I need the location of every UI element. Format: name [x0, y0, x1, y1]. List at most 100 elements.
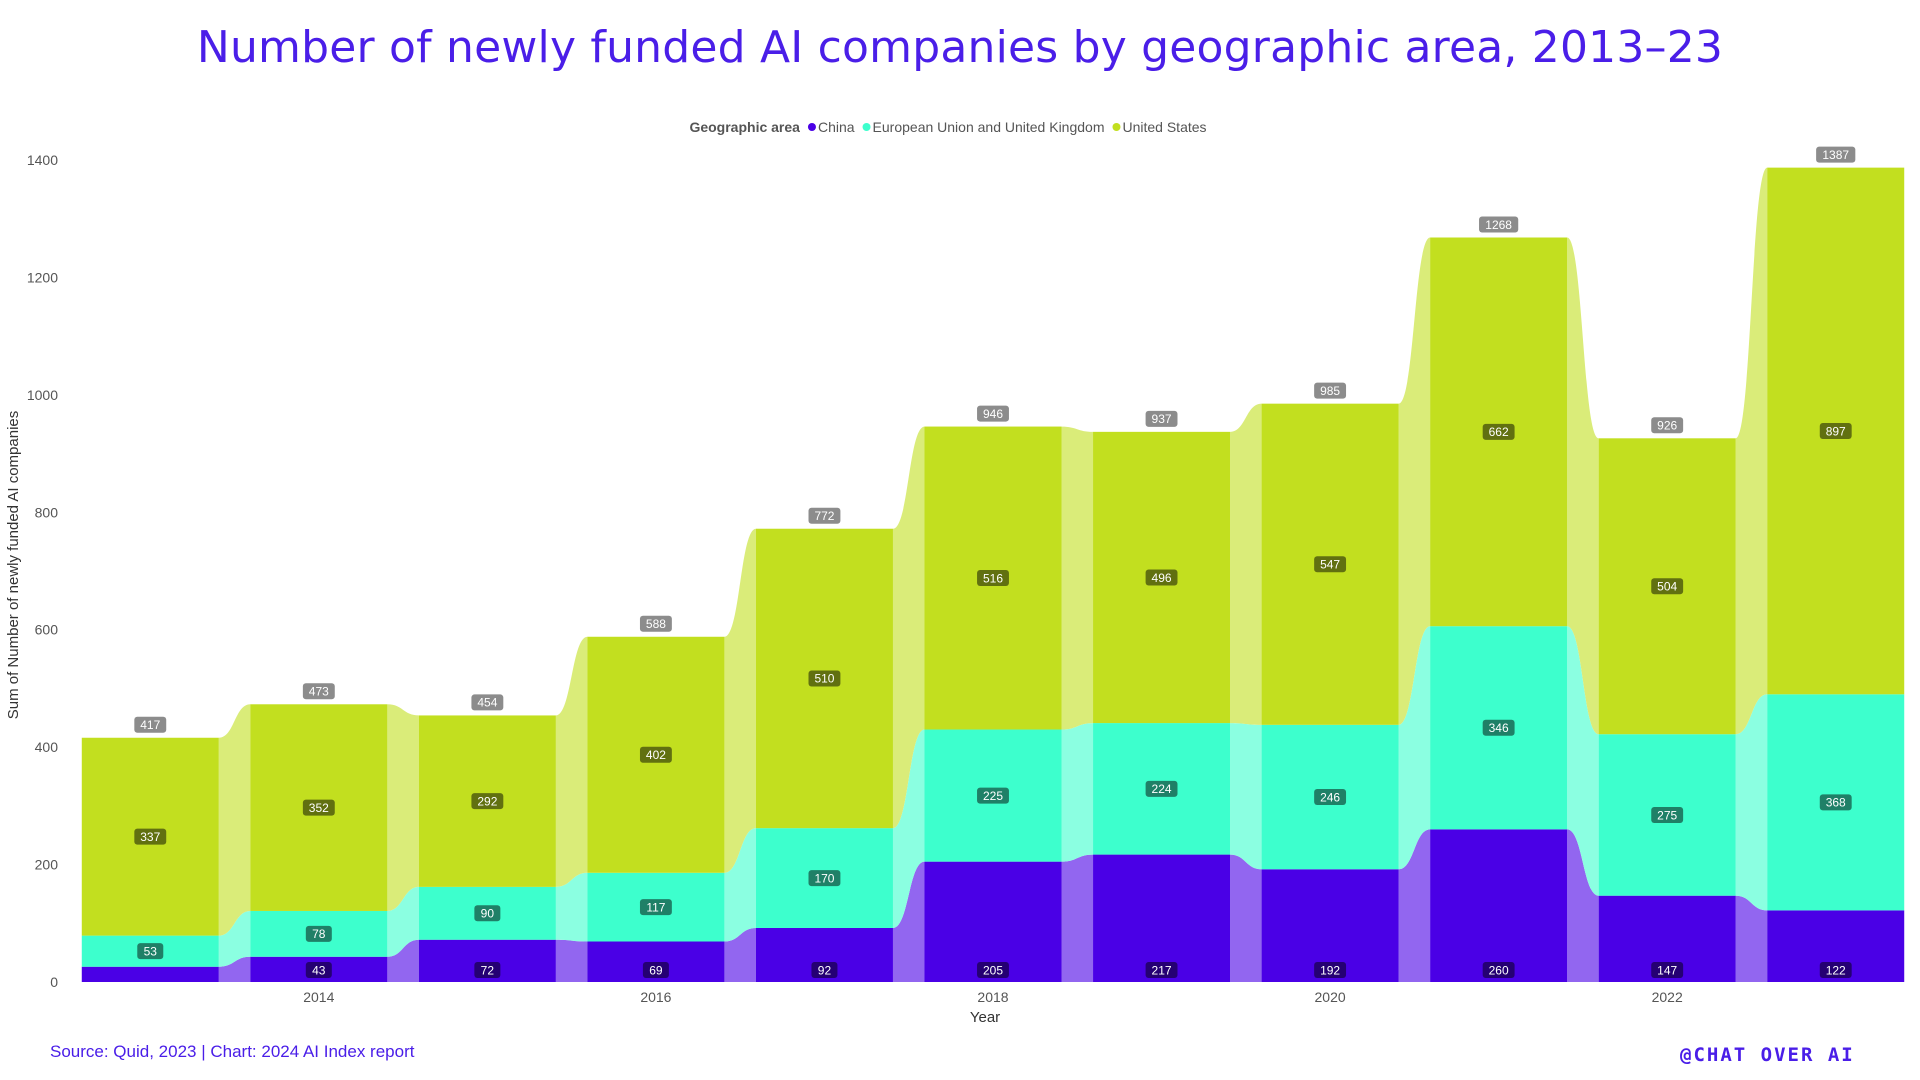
label-european-union-and-united-kingdom-2022-bg	[1651, 806, 1684, 823]
label-total-2023-text: 1387	[1822, 148, 1849, 162]
axes-layer: 0 200 400 600 800 1000 1200 1400 2014 2016 2018 202…	[5, 152, 1683, 1026]
label-european-union-and-united-kingdom-2013-text: 53	[144, 944, 158, 958]
label-china-2018-text: 205	[983, 963, 1003, 977]
label-united-states-2014: 352	[302, 799, 335, 816]
label-total-2021-text: 1268	[1485, 218, 1512, 232]
label-european-union-and-united-kingdom-2013-bg	[137, 943, 164, 960]
legend-marker-united-states	[1112, 123, 1121, 131]
label-united-states-2019-text: 496	[1152, 571, 1172, 585]
label-united-states-2016: 402	[639, 746, 672, 763]
label-european-union-and-united-kingdom-2017: 170	[808, 870, 841, 887]
chart-title: Number of newly funded AI companies by g…	[196, 22, 1724, 73]
label-china-2016: 69	[642, 962, 669, 978]
label-total-2017-bg	[808, 507, 841, 524]
ribbon-european-union-and-united-kingdom-2019	[1230, 723, 1262, 870]
label-china-2014: 43	[305, 962, 332, 978]
bar-china-2013[interactable]	[81, 966, 219, 982]
label-total-2022-bg	[1651, 417, 1684, 434]
label-china-2020: 192	[1314, 962, 1347, 978]
x-tick-2016: 2016	[640, 989, 671, 1005]
label-total-2015-bg	[471, 694, 504, 711]
bar-china-2019[interactable]	[1093, 854, 1231, 982]
label-china-2022-bg	[1651, 962, 1684, 978]
label-china-2020-text: 192	[1320, 963, 1340, 977]
label-total-2016: 588	[639, 615, 672, 632]
label-total-2014: 473	[302, 683, 335, 700]
label-european-union-and-united-kingdom-2021-text: 346	[1489, 721, 1509, 735]
brand-logo: @CHAT OVER AI	[1680, 1044, 1855, 1066]
label-united-states-2017-bg	[808, 670, 841, 687]
ribbon-united-states-2018	[1061, 426, 1094, 730]
legend-marker-european-union-and-united-kingdom	[862, 123, 871, 131]
label-european-union-and-united-kingdom-2018: 225	[977, 787, 1009, 804]
legend-item-european-union-and-united-kingdom[interactable]: European Union and United Kingdom	[862, 119, 1105, 135]
label-united-states-2018-text: 516	[983, 571, 1003, 585]
label-total-2020-bg	[1314, 382, 1347, 399]
label-united-states-2015-text: 292	[477, 794, 497, 808]
label-united-states-2022-text: 504	[1657, 580, 1677, 594]
label-european-union-and-united-kingdom-2013: 53	[137, 943, 164, 960]
ribbon-united-states-2020	[1398, 237, 1431, 725]
label-united-states-2020-bg	[1314, 556, 1347, 573]
ribbon-china-2020	[1398, 829, 1431, 982]
label-china-2022-text: 147	[1657, 963, 1677, 977]
label-total-2021-bg	[1479, 216, 1519, 233]
label-china-2020-bg	[1314, 962, 1347, 978]
ribbon-european-union-and-united-kingdom-2015	[555, 872, 588, 942]
label-total-2014-bg	[302, 683, 335, 700]
label-european-union-and-united-kingdom-2015: 90	[474, 905, 501, 922]
label-total-2013: 417	[134, 716, 167, 733]
label-united-states-2013-bg	[134, 828, 167, 845]
label-european-union-and-united-kingdom-2023: 368	[1819, 794, 1852, 811]
label-united-states-2013: 337	[134, 828, 167, 845]
label-china-2015: 72	[474, 962, 501, 978]
label-united-states-2021-bg	[1482, 423, 1515, 440]
label-united-states-2019: 496	[1145, 569, 1178, 586]
label-total-2015-text: 454	[477, 696, 497, 710]
label-european-union-and-united-kingdom-2020-text: 246	[1320, 790, 1340, 804]
label-united-states-2020-text: 547	[1320, 558, 1340, 572]
label-united-states-2014-bg	[302, 799, 335, 816]
x-tick-2020: 2020	[1315, 989, 1346, 1005]
label-united-states-2022-bg	[1651, 578, 1684, 595]
label-china-2016-bg	[642, 962, 669, 978]
label-united-states-2019-bg	[1145, 569, 1178, 586]
label-total-2018: 946	[977, 405, 1009, 422]
label-european-union-and-united-kingdom-2019-text: 224	[1152, 782, 1172, 796]
legend-item-china[interactable]: China	[807, 119, 855, 135]
legend-layer: Geographic area China European Union and U…	[689, 119, 1206, 135]
label-united-states-2023-text: 897	[1826, 424, 1846, 438]
ribbon-united-states-2022	[1735, 167, 1768, 735]
label-european-union-and-united-kingdom-2017-bg	[808, 870, 841, 887]
label-european-union-and-united-kingdom-2014: 78	[305, 925, 332, 942]
label-european-union-and-united-kingdom-2022: 275	[1651, 806, 1684, 823]
y-tick-1400: 1400	[27, 152, 58, 168]
y-axis-label: Sum of Number of newly funded AI compani…	[5, 411, 22, 720]
ribbon-european-union-and-united-kingdom-2022	[1735, 694, 1768, 911]
label-united-states-2020: 547	[1314, 556, 1347, 573]
ribbon-european-union-and-united-kingdom-2021	[1567, 626, 1599, 896]
label-united-states-2018: 516	[977, 570, 1009, 587]
label-total-2016-bg	[639, 615, 672, 632]
label-china-2015-text: 72	[481, 963, 495, 977]
label-united-states-2017: 510	[808, 670, 841, 687]
y-tick-400: 400	[35, 739, 59, 755]
label-european-union-and-united-kingdom-2016-text: 117	[646, 900, 665, 914]
label-european-union-and-united-kingdom-2022-text: 275	[1657, 808, 1677, 822]
bar-china-2018[interactable]	[924, 861, 1062, 982]
label-european-union-and-united-kingdom-2020-bg	[1314, 789, 1347, 806]
ribbon-china-2022	[1735, 895, 1768, 982]
label-total-2022-text: 926	[1657, 419, 1677, 433]
ribbon-united-states-2019	[1230, 403, 1262, 725]
label-total-2013-text: 417	[140, 718, 160, 732]
y-tick-0: 0	[50, 974, 58, 990]
legend-item-united-states[interactable]: United States	[1112, 119, 1207, 135]
label-united-states-2023: 897	[1819, 422, 1852, 439]
label-total-2017: 772	[808, 507, 841, 524]
label-china-2019-bg	[1145, 962, 1178, 978]
bar-china-2021[interactable]	[1430, 829, 1568, 982]
label-china-2023: 122	[1819, 962, 1852, 978]
ribbon-china-2013	[218, 956, 251, 982]
label-european-union-and-united-kingdom-2018-bg	[977, 787, 1009, 804]
label-total-2017-text: 772	[814, 509, 834, 523]
